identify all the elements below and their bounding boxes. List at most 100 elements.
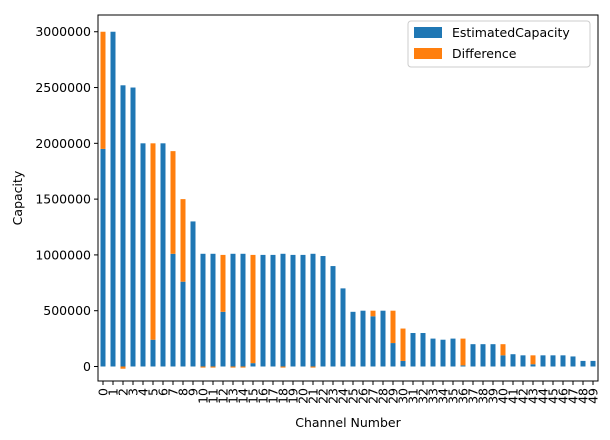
bar-estimatedcapacity-27: [370, 316, 376, 367]
x-tick-label: 8: [176, 388, 191, 396]
bar-difference-15: [250, 254, 256, 364]
bar-estimatedcapacity-49: [590, 360, 596, 367]
y-tick-label: 1500000: [35, 192, 91, 207]
legend-label-estimatedcapacity: EstimatedCapacity: [452, 25, 570, 40]
bar-estimatedcapacity-10: [200, 253, 206, 367]
bar-difference-8: [180, 199, 186, 282]
bar-difference-2: [120, 366, 126, 369]
bar-estimatedcapacity-45: [550, 355, 556, 367]
x-tick-label: 18: [276, 388, 291, 404]
x-tick-label: 19: [286, 388, 301, 404]
bar-estimatedcapacity-37: [470, 344, 476, 367]
x-tick-label: 12: [216, 388, 231, 404]
x-axis-label: Channel Number: [295, 415, 401, 430]
x-tick-label: 37: [466, 388, 481, 404]
bar-estimatedcapacity-47: [570, 356, 576, 367]
x-tick-label: 21: [306, 388, 321, 404]
y-tick-label: 1000000: [35, 247, 91, 262]
x-tick-label: 4: [136, 388, 151, 396]
bar-estimatedcapacity-13: [230, 253, 236, 367]
legend-frame: [407, 20, 591, 68]
bar-difference-29: [390, 310, 396, 344]
bar-estimatedcapacity-41: [510, 354, 516, 367]
x-tick-label: 30: [396, 388, 411, 404]
x-tick-label: 13: [226, 388, 241, 404]
bar-estimatedcapacity-38: [480, 344, 486, 367]
bar-difference-10: [200, 366, 206, 368]
x-tick-label: 40: [496, 388, 511, 404]
bar-estimatedcapacity-21: [310, 253, 316, 367]
x-tick-label: 7: [166, 388, 181, 396]
bar-difference-40: [500, 344, 506, 356]
bar-estimatedcapacity-6: [160, 143, 166, 367]
x-tick-label: 17: [266, 388, 281, 404]
bar-estimatedcapacity-44: [540, 355, 546, 367]
bars-group: [100, 31, 596, 369]
x-axis: 0123456789101112131415161718192021222324…: [96, 381, 601, 404]
x-tick-label: 1: [106, 388, 121, 396]
x-tick-label: 34: [436, 388, 451, 404]
bar-estimatedcapacity-48: [580, 360, 586, 367]
x-tick-label: 5: [146, 388, 161, 396]
bar-estimatedcapacity-9: [190, 221, 196, 367]
x-tick-label: 6: [156, 388, 171, 396]
bar-estimatedcapacity-7: [170, 253, 176, 367]
bar-estimatedcapacity-2: [120, 85, 126, 367]
bar-estimatedcapacity-39: [490, 344, 496, 367]
x-tick-label: 27: [366, 388, 381, 404]
x-tick-label: 20: [296, 388, 311, 404]
bar-difference-7: [170, 151, 176, 254]
bar-estimatedcapacity-42: [520, 355, 526, 367]
x-tick-label: 48: [576, 388, 591, 404]
bar-difference-13: [230, 366, 236, 368]
bar-difference-14: [240, 366, 246, 368]
bar-estimatedcapacity-5: [150, 339, 156, 367]
plot-frame: [97, 14, 599, 382]
bar-difference-21: [310, 366, 316, 368]
bar-estimatedcapacity-22: [320, 256, 326, 367]
x-tick-label: 36: [456, 388, 471, 404]
bar-estimatedcapacity-15: [250, 363, 256, 367]
x-tick-label: 16: [256, 388, 271, 404]
legend-swatch-estimatedcapacity: [414, 27, 442, 38]
y-tick-label: 0: [83, 359, 91, 374]
x-tick-label: 46: [556, 388, 571, 404]
bar-estimatedcapacity-24: [340, 288, 346, 367]
bar-difference-30: [400, 328, 406, 361]
bar-estimatedcapacity-30: [400, 360, 406, 367]
bar-difference-27: [370, 310, 376, 317]
bar-estimatedcapacity-46: [560, 355, 566, 367]
bar-estimatedcapacity-36: [460, 365, 466, 367]
bar-difference-12: [220, 254, 226, 312]
x-tick-label: 28: [376, 388, 391, 404]
x-tick-label: 33: [426, 388, 441, 404]
bar-difference-18: [280, 366, 286, 368]
x-tick-label: 31: [406, 388, 421, 404]
y-tick-label: 2000000: [35, 136, 91, 151]
bar-estimatedcapacity-11: [210, 253, 216, 367]
bar-estimatedcapacity-20: [300, 254, 306, 367]
x-tick-label: 9: [186, 388, 201, 396]
bar-estimatedcapacity-8: [180, 281, 186, 367]
bar-estimatedcapacity-3: [130, 87, 136, 367]
bar-estimatedcapacity-43: [530, 364, 536, 367]
bar-estimatedcapacity-29: [390, 343, 396, 367]
bar-estimatedcapacity-1: [110, 31, 116, 367]
x-tick-label: 32: [416, 388, 431, 404]
x-tick-label: 25: [346, 388, 361, 404]
bar-estimatedcapacity-19: [290, 254, 296, 367]
bar-estimatedcapacity-35: [450, 338, 456, 367]
bar-estimatedcapacity-26: [360, 310, 366, 367]
x-tick-label: 41: [506, 388, 521, 404]
legend: EstimatedCapacity Difference: [407, 20, 591, 68]
x-tick-label: 39: [486, 388, 501, 404]
legend-label-difference: Difference: [452, 46, 517, 61]
x-tick-label: 47: [566, 388, 581, 404]
y-tick-label: 500000: [43, 303, 91, 318]
bar-estimatedcapacity-33: [430, 338, 436, 367]
bar-estimatedcapacity-16: [260, 254, 266, 367]
bar-estimatedcapacity-0: [100, 148, 106, 367]
y-tick-label: 3000000: [35, 24, 91, 39]
bar-difference-36: [460, 338, 466, 366]
